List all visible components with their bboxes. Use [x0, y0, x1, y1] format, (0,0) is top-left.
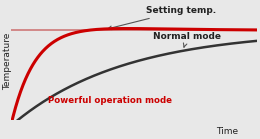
Text: Powerful operation mode: Powerful operation mode — [48, 96, 172, 105]
Y-axis label: Temperature: Temperature — [3, 33, 12, 90]
Text: Setting temp.: Setting temp. — [108, 6, 216, 30]
X-axis label: Time: Time — [216, 127, 238, 136]
Text: Normal mode: Normal mode — [153, 32, 221, 47]
